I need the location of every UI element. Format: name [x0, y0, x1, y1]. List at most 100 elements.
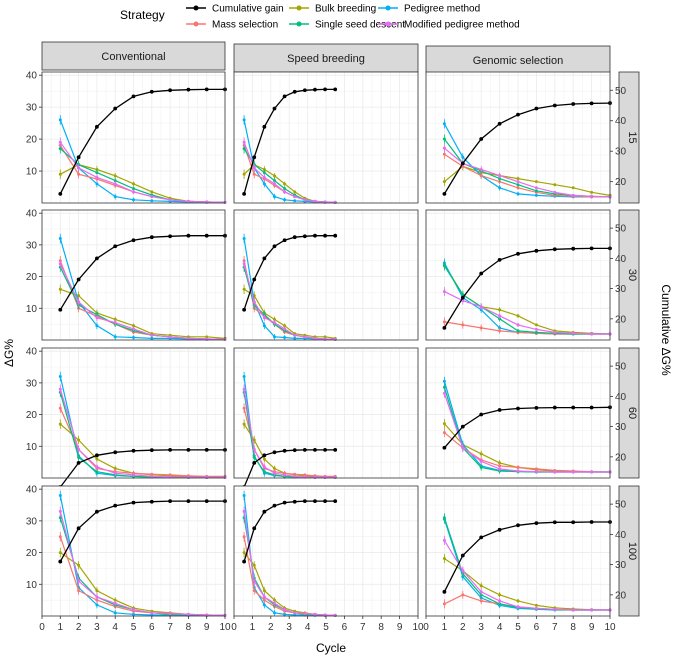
data-point — [323, 475, 327, 479]
data-point — [302, 234, 307, 239]
x-tick-label: 2 — [76, 622, 82, 633]
data-point — [534, 323, 538, 327]
x-tick-label: 3 — [478, 622, 484, 633]
legend-cumulative-gain-label: Cumulative gain — [212, 4, 284, 15]
data-point — [283, 190, 287, 194]
column-label-genomic-selection: Genomic selection — [473, 55, 564, 67]
y-tick-label-right: 50 — [615, 362, 627, 373]
data-point — [553, 183, 557, 187]
data-point — [516, 177, 520, 181]
data-point — [498, 180, 502, 184]
data-point — [479, 535, 484, 540]
series-modified-pedigree-method — [242, 259, 337, 341]
data-point — [272, 503, 277, 508]
data-point — [479, 167, 483, 171]
data-point — [313, 499, 317, 504]
y-tick-label: 10 — [26, 580, 38, 591]
data-point — [442, 516, 446, 520]
series-line — [60, 288, 226, 339]
data-point — [442, 326, 447, 330]
series-line — [243, 449, 336, 488]
y-tick-label-right: 40 — [615, 254, 627, 265]
data-point — [292, 499, 297, 504]
data-point — [479, 452, 483, 456]
data-point — [58, 118, 62, 122]
data-point — [571, 470, 575, 474]
data-point — [113, 471, 117, 475]
data-point — [516, 186, 520, 190]
data-point — [113, 244, 118, 249]
data-point — [150, 195, 154, 199]
data-point — [204, 233, 209, 238]
data-point — [272, 182, 276, 186]
data-point — [132, 473, 135, 477]
data-point — [479, 599, 483, 603]
data-point — [590, 470, 594, 474]
data-point — [283, 182, 287, 186]
x-tick-label: 7 — [167, 622, 173, 633]
panel-genomic-selection-30: 20 30 40 50 — [425, 209, 627, 341]
series-line — [59, 88, 225, 195]
data-point — [113, 611, 117, 615]
series-line — [59, 235, 225, 311]
series-cumulative-gain — [58, 447, 227, 489]
data-point — [498, 329, 502, 333]
data-point — [553, 470, 557, 474]
data-point — [95, 457, 99, 461]
data-point — [262, 595, 266, 599]
y-tick-label-right: 20 — [615, 590, 627, 601]
series-line — [59, 511, 226, 616]
data-point — [534, 248, 539, 253]
data-point — [168, 473, 172, 477]
data-point — [516, 251, 520, 256]
data-point — [479, 137, 484, 141]
data-point — [149, 499, 154, 504]
y-tick-label-right: 20 — [615, 177, 627, 188]
data-point — [168, 335, 172, 339]
series-line — [444, 147, 611, 198]
data-point — [313, 87, 317, 92]
x-tick-label: 8 — [570, 622, 576, 633]
data-point — [58, 559, 63, 564]
data-point — [132, 335, 135, 339]
y-tick-label: 30 — [26, 378, 38, 389]
data-point — [313, 612, 317, 616]
data-point — [252, 563, 256, 567]
data-point — [571, 520, 576, 525]
data-point — [534, 193, 538, 197]
data-point — [205, 335, 209, 339]
data-point — [293, 199, 297, 203]
data-point — [132, 198, 135, 202]
panel-conventional-100: 10 20 30 40 0 1 2 3 4 5 6 7 8 9 10 — [26, 485, 231, 633]
data-point — [95, 465, 99, 469]
data-point — [552, 405, 557, 410]
data-point — [262, 603, 266, 607]
data-point — [460, 424, 465, 429]
data-point — [283, 473, 287, 477]
data-point — [313, 233, 317, 238]
data-point — [186, 199, 190, 203]
data-point — [534, 106, 539, 111]
data-point — [113, 503, 118, 508]
data-point — [590, 332, 594, 336]
y-tick-label: 30 — [26, 103, 38, 114]
data-point — [516, 465, 520, 469]
data-point — [442, 320, 446, 324]
data-point — [516, 599, 520, 603]
legend-mass-selection-marker — [193, 21, 199, 27]
legend: Strategy Cumulative gain Bulk breeding Ped… — [120, 4, 520, 31]
panel-speed-breeding-100: 0 1 2 3 4 5 6 7 8 9 10 — [231, 485, 424, 633]
series-line — [243, 288, 336, 339]
x-tick-label: 6 — [149, 622, 155, 633]
data-point — [113, 335, 117, 339]
x-tick-label: 4 — [305, 622, 311, 633]
data-point — [58, 406, 62, 410]
data-point — [58, 494, 62, 498]
data-point — [242, 262, 246, 266]
data-point — [498, 314, 502, 318]
y-tick-label-right: 30 — [615, 560, 627, 571]
data-point — [242, 140, 246, 144]
data-point — [95, 595, 99, 599]
data-point — [242, 559, 247, 564]
data-point — [168, 198, 172, 202]
